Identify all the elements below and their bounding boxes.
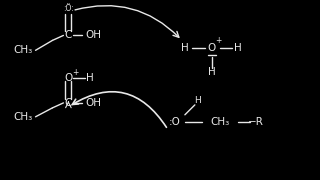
Text: OH: OH <box>85 30 101 40</box>
Text: +: + <box>216 36 222 45</box>
Text: C: C <box>65 98 72 108</box>
Text: H: H <box>234 43 242 53</box>
Text: H: H <box>208 67 216 77</box>
Text: CH₃: CH₃ <box>13 45 32 55</box>
Text: CH₃: CH₃ <box>210 117 229 127</box>
Text: :Ö:: :Ö: <box>63 4 74 13</box>
Text: H: H <box>86 73 94 83</box>
Text: C: C <box>65 30 72 40</box>
Text: H: H <box>181 43 189 53</box>
Text: O: O <box>64 73 73 83</box>
Text: +: + <box>72 68 78 77</box>
Text: H: H <box>195 96 201 105</box>
Text: :O: :O <box>169 117 181 127</box>
Text: CH₃: CH₃ <box>13 112 32 122</box>
Text: O: O <box>208 43 216 53</box>
Text: −R: −R <box>248 117 264 127</box>
Text: OH: OH <box>85 98 101 108</box>
